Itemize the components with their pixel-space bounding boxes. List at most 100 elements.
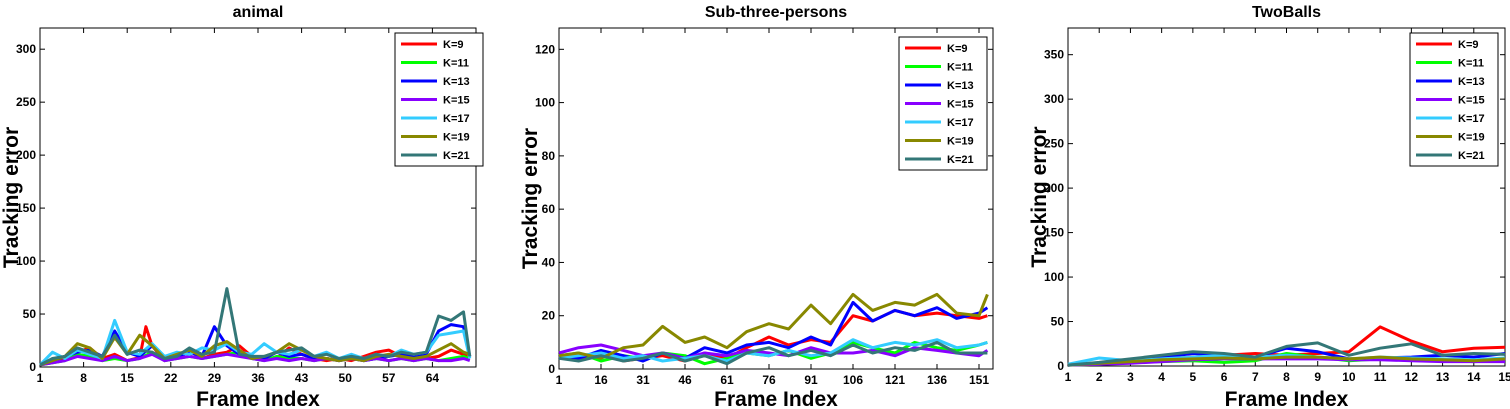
legend-entry: K=15 [947, 99, 974, 111]
x-tick-label: 11 [1374, 370, 1387, 384]
y-tick-label: 100 [16, 254, 36, 268]
x-axis-label: Frame Index [714, 388, 838, 409]
x-tick-label: 136 [927, 373, 947, 387]
x-tick-label: 12 [1405, 370, 1419, 384]
x-tick-label: 5 [1190, 370, 1197, 384]
chart-sub-three-persons: Sub-three-persons 0 20 40 60 80 100 120 1 16 31 46 6… [519, 4, 994, 409]
x-tick-label: 15 [121, 371, 135, 385]
series-line-k-21 [558, 340, 988, 366]
x-tick-label: 36 [251, 371, 265, 385]
legend-entry: K=9 [1458, 39, 1479, 51]
x-tick-label: 6 [1221, 370, 1228, 384]
x-tick-label: 7 [1252, 370, 1259, 384]
x-tick-label: 43 [295, 371, 309, 385]
series-line-k-21 [39, 287, 472, 367]
chart-animal: animal 0 50 100 150 200 250 300 1 8 15 22 29 36 43 50 57… [0, 4, 484, 409]
x-tick-label: 15 [1498, 370, 1510, 384]
series-line-k-15 [39, 352, 471, 367]
x-tick-label: 4 [1158, 370, 1165, 384]
y-axis-label: Tracking error [0, 127, 23, 268]
legend-entry: K=19 [947, 136, 974, 148]
y-tick-label: 100 [535, 96, 555, 110]
chart-title: animal [233, 4, 284, 21]
chart-title: Sub-three-persons [705, 4, 847, 21]
x-tick-label: 64 [426, 371, 440, 385]
legend-entry: K=9 [947, 43, 968, 55]
x-tick-label: 16 [594, 373, 608, 387]
legend-entry: K=15 [443, 95, 470, 107]
legend-entry: K=13 [1458, 76, 1485, 88]
x-tick-label: 76 [762, 373, 776, 387]
y-tick-label: 50 [1051, 315, 1065, 329]
x-tick-label: 1 [1065, 370, 1072, 384]
y-axis-label: Tracking error [1028, 126, 1051, 267]
x-tick-label: 151 [969, 373, 989, 387]
y-tick-label: 0 [1057, 359, 1064, 373]
legend-entry: K=19 [1458, 132, 1485, 144]
y-tick-label: 0 [548, 362, 555, 376]
x-tick-label: 91 [804, 373, 818, 387]
x-tick-label: 121 [885, 373, 905, 387]
x-tick-label: 1 [37, 371, 44, 385]
y-tick-label: 300 [1044, 92, 1064, 106]
x-axis-label: Frame Index [1225, 388, 1349, 409]
y-tick-label: 60 [542, 202, 556, 216]
y-tick-label: 50 [23, 307, 37, 321]
y-tick-label: 150 [16, 201, 36, 215]
x-axis-label: Frame Index [196, 388, 320, 409]
legend-entry: K=11 [947, 62, 973, 74]
x-tick-label: 14 [1467, 370, 1481, 384]
x-tick-label: 46 [678, 373, 692, 387]
legend-entry: K=11 [443, 58, 469, 70]
y-tick-label: 300 [16, 42, 36, 56]
x-tick-label: 106 [843, 373, 863, 387]
x-tick-label: 8 [80, 371, 87, 385]
x-tick-label: 10 [1342, 370, 1356, 384]
series-line-k-19 [558, 292, 989, 360]
series-line-k-19 [1067, 355, 1506, 367]
y-tick-label: 80 [542, 149, 556, 163]
legend-entry: K=11 [1458, 58, 1484, 70]
x-tick-label: 57 [382, 371, 396, 385]
y-tick-label: 200 [16, 148, 36, 162]
x-tick-label: 31 [636, 373, 650, 387]
x-tick-label: 50 [339, 371, 353, 385]
legend-entry: K=15 [1458, 95, 1485, 107]
y-tick-label: 100 [1044, 270, 1064, 284]
legend-entry: K=21 [1458, 150, 1485, 162]
y-tick-label: 20 [542, 309, 556, 323]
series-line-k-17 [38, 318, 472, 366]
y-tick-label: 0 [29, 360, 36, 374]
legend-entry: K=17 [443, 113, 470, 125]
legend-entry: K=13 [443, 76, 470, 88]
legend-entry: K=21 [947, 154, 974, 166]
x-tick-label: 22 [164, 371, 178, 385]
x-tick-label: 9 [1314, 370, 1321, 384]
x-tick-label: 2 [1096, 370, 1103, 384]
y-tick-label: 250 [1044, 137, 1064, 151]
legend-entry: K=9 [443, 39, 464, 51]
x-tick-label: 61 [720, 373, 734, 387]
x-tick-label: 8 [1283, 370, 1290, 384]
y-tick-label: 40 [542, 255, 556, 269]
chart-title: TwoBalls [1252, 4, 1321, 21]
x-tick-label: 13 [1436, 370, 1450, 384]
y-tick-label: 150 [1044, 226, 1064, 240]
legend-entry: K=21 [443, 150, 470, 162]
y-axis-label: Tracking error [519, 128, 542, 269]
legend-entry: K=17 [947, 117, 974, 129]
x-tick-label: 29 [208, 371, 222, 385]
legend-entry: K=13 [947, 80, 974, 92]
x-tick-label: 1 [556, 373, 563, 387]
legend-entry: K=19 [443, 132, 470, 144]
y-tick-label: 350 [1044, 48, 1064, 62]
series-line-k-21 [1067, 341, 1506, 367]
y-tick-label: 120 [535, 42, 555, 56]
x-tick-label: 3 [1127, 370, 1134, 384]
legend-entry: K=17 [1458, 113, 1485, 125]
y-tick-label: 200 [1044, 181, 1064, 195]
y-tick-label: 250 [16, 95, 36, 109]
series-line-k-15 [1067, 357, 1505, 367]
